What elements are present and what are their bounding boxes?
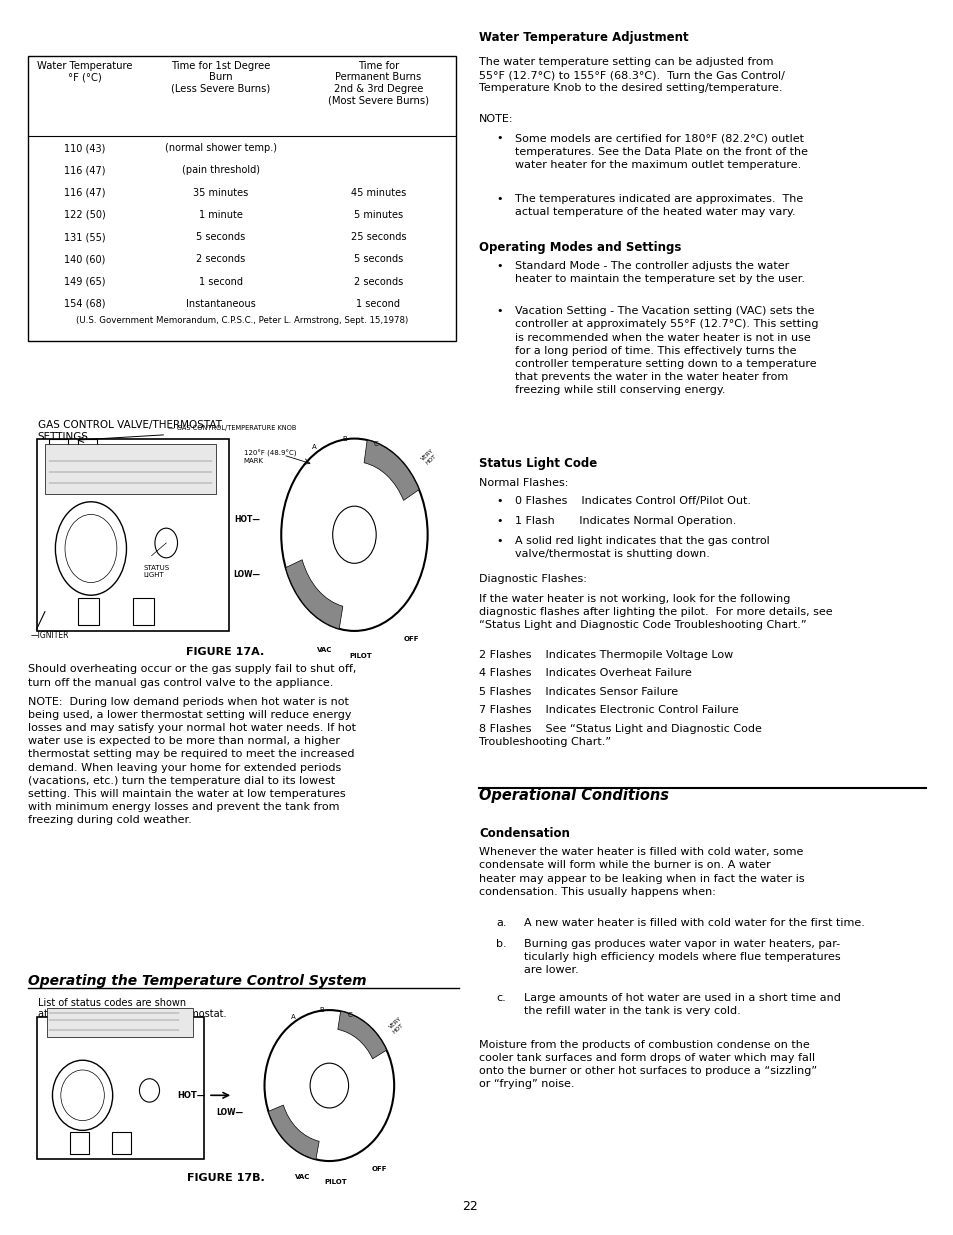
Text: 5 seconds: 5 seconds (196, 232, 245, 242)
Text: If the water heater is not working, look for the following
diagnostic flashes af: If the water heater is not working, look… (478, 594, 832, 630)
Text: 110 (43): 110 (43) (64, 143, 105, 153)
Text: NOTE:: NOTE: (478, 114, 514, 124)
Text: Water Temperature Adjustment: Water Temperature Adjustment (478, 31, 688, 44)
Text: FIGURE 17B.: FIGURE 17B. (187, 1173, 264, 1183)
Text: •: • (496, 194, 502, 204)
Text: Time for 1st Degree
Burn
(Less Severe Burns): Time for 1st Degree Burn (Less Severe Bu… (171, 61, 271, 94)
Text: 4 Flashes    Indicates Overheat Failure: 4 Flashes Indicates Overheat Failure (478, 668, 692, 678)
Text: Condensation: Condensation (478, 827, 570, 841)
Text: Diagnostic Flashes:: Diagnostic Flashes: (478, 574, 587, 584)
Text: A new water heater is filled with cold water for the first time.: A new water heater is filled with cold w… (524, 918, 864, 927)
Text: 22: 22 (461, 1199, 477, 1213)
Text: The temperatures indicated are approximates.  The
actual temperature of the heat: The temperatures indicated are approxima… (515, 194, 802, 217)
Text: Whenever the water heater is filled with cold water, some
condensate will form w: Whenever the water heater is filled with… (478, 847, 804, 897)
Text: 5 Flashes    Indicates Sensor Failure: 5 Flashes Indicates Sensor Failure (478, 687, 678, 697)
Text: 2 seconds: 2 seconds (354, 277, 402, 287)
Bar (29, 56, 456, 341)
Text: GAS CONTROL VALVE/THERMOSTAT
SETTINGS: GAS CONTROL VALVE/THERMOSTAT SETTINGS (37, 420, 221, 441)
Text: (pain threshold): (pain threshold) (182, 165, 259, 175)
Text: Operating the Temperature Control System: Operating the Temperature Control System (29, 974, 367, 988)
Text: •: • (496, 496, 502, 506)
Text: b.: b. (496, 939, 506, 948)
Text: The water temperature setting can be adjusted from
55°F (12.7°C) to 155°F (68.3°: The water temperature setting can be adj… (478, 57, 784, 93)
Text: a.: a. (496, 918, 506, 927)
Text: Instantaneous: Instantaneous (186, 299, 255, 309)
Text: 1 minute: 1 minute (199, 210, 243, 220)
Text: 2 Flashes    Indicates Thermopile Voltage Low: 2 Flashes Indicates Thermopile Voltage L… (478, 650, 733, 659)
Text: 35 minutes: 35 minutes (193, 188, 248, 198)
Text: A solid red light indicates that the gas control
valve/thermostat is shutting do: A solid red light indicates that the gas… (515, 536, 769, 559)
Text: 154 (68): 154 (68) (64, 299, 105, 309)
Text: •: • (496, 261, 502, 270)
Text: 140 (60): 140 (60) (64, 254, 105, 264)
Text: 5 minutes: 5 minutes (354, 210, 402, 220)
Text: Water Temperature
°F (°C): Water Temperature °F (°C) (37, 61, 132, 82)
Text: Operational Conditions: Operational Conditions (478, 788, 669, 803)
Text: Time for
Permanent Burns
2nd & 3rd Degree
(Most Severe Burns): Time for Permanent Burns 2nd & 3rd Degre… (328, 61, 428, 105)
Text: c.: c. (496, 993, 505, 1003)
Text: Normal Flashes:: Normal Flashes: (478, 478, 568, 488)
Text: 149 (65): 149 (65) (64, 277, 105, 287)
Text: FIGURE 17A.: FIGURE 17A. (186, 647, 264, 657)
Text: 131 (55): 131 (55) (64, 232, 105, 242)
Text: Status Light Code: Status Light Code (478, 457, 597, 471)
Text: NOTE:  During low demand periods when hot water is not
being used, a lower therm: NOTE: During low demand periods when hot… (29, 697, 355, 825)
Text: List of status codes are shown
at top of gas control valve/thermostat.: List of status codes are shown at top of… (37, 998, 226, 1019)
Text: (normal shower temp.): (normal shower temp.) (165, 143, 276, 153)
Text: 2 seconds: 2 seconds (196, 254, 245, 264)
Text: Vacation Setting - The Vacation setting (VAC) sets the
controller at approximate: Vacation Setting - The Vacation setting … (515, 306, 818, 395)
Text: (U.S. Government Memorandum, C.P.S.C., Peter L. Armstrong, Sept. 15,1978): (U.S. Government Memorandum, C.P.S.C., P… (76, 316, 408, 325)
Text: •: • (496, 306, 502, 316)
Text: 8 Flashes    See “Status Light and Diagnostic Code
Troubleshooting Chart.”: 8 Flashes See “Status Light and Diagnost… (478, 724, 761, 747)
Text: 1 second: 1 second (198, 277, 243, 287)
Text: Should overheating occur or the gas supply fail to shut off,
turn off the manual: Should overheating occur or the gas supp… (29, 664, 356, 688)
Text: 116 (47): 116 (47) (64, 165, 105, 175)
Text: 5 seconds: 5 seconds (354, 254, 402, 264)
Text: Large amounts of hot water are used in a short time and
the refill water in the : Large amounts of hot water are used in a… (524, 993, 841, 1016)
Text: 122 (50): 122 (50) (64, 210, 106, 220)
Text: •: • (496, 516, 502, 526)
Text: 0 Flashes    Indicates Control Off/Pilot Out.: 0 Flashes Indicates Control Off/Pilot Ou… (515, 496, 750, 506)
Text: Operating Modes and Settings: Operating Modes and Settings (478, 241, 681, 254)
Text: 1 Flash       Indicates Normal Operation.: 1 Flash Indicates Normal Operation. (515, 516, 736, 526)
Text: Standard Mode - The controller adjusts the water
heater to maintain the temperat: Standard Mode - The controller adjusts t… (515, 261, 804, 284)
Text: 116 (47): 116 (47) (64, 188, 105, 198)
Text: •: • (496, 536, 502, 546)
Text: Some models are certified for 180°F (82.2°C) outlet
temperatures. See the Data P: Some models are certified for 180°F (82.… (515, 133, 807, 169)
Text: •: • (496, 133, 502, 143)
Text: 25 seconds: 25 seconds (350, 232, 406, 242)
Text: 45 minutes: 45 minutes (351, 188, 406, 198)
Text: 7 Flashes    Indicates Electronic Control Failure: 7 Flashes Indicates Electronic Control F… (478, 705, 739, 715)
Text: Moisture from the products of combustion condense on the
cooler tank surfaces an: Moisture from the products of combustion… (478, 1040, 817, 1089)
Text: 1 second: 1 second (355, 299, 400, 309)
Text: Burning gas produces water vapor in water heaters, par-
ticularly high efficienc: Burning gas produces water vapor in wate… (524, 939, 841, 974)
